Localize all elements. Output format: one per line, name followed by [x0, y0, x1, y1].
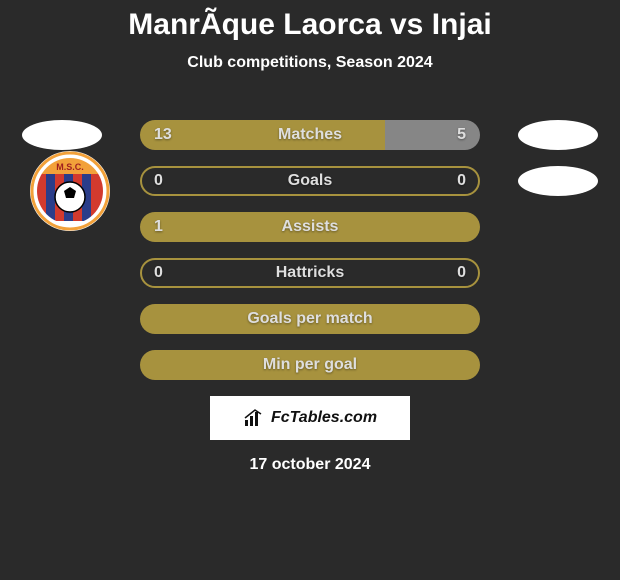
stat-bar: Goals per match	[140, 304, 480, 334]
stat-label: Goals	[140, 166, 480, 196]
stat-row: Goals per match	[0, 296, 620, 342]
stat-value-left: 1	[154, 212, 163, 242]
team-logo-left	[22, 120, 102, 150]
stat-bar: Assists1	[140, 212, 480, 242]
stat-value-left: 0	[154, 166, 163, 196]
stat-label: Goals per match	[140, 304, 480, 334]
footer-date: 17 october 2024	[0, 456, 620, 474]
page-title: ManrÃ­que Laorca vs Injai	[0, 0, 620, 42]
stat-label: Hattricks	[140, 258, 480, 288]
stat-value-left: 0	[154, 258, 163, 288]
branding-badge: FcTables.com	[210, 396, 410, 440]
stat-row: Matches13 5	[0, 112, 620, 158]
stat-row: M.S.C. Goals0 0	[0, 158, 620, 204]
stat-value-right: 0	[457, 166, 466, 196]
stat-row: Hattricks0 0	[0, 250, 620, 296]
stat-value-right: 0	[457, 258, 466, 288]
stat-value-left: 13	[154, 120, 172, 150]
comparison-chart: Matches135 M.S.C. Goals00Assists1Hatt	[0, 112, 620, 388]
team-logo-right	[518, 166, 598, 196]
stat-bar: Min per goal	[140, 350, 480, 380]
stat-label: Matches	[140, 120, 480, 150]
page-subtitle: Club competitions, Season 2024	[0, 54, 620, 72]
team-logo-right	[518, 120, 598, 150]
stat-label: Min per goal	[140, 350, 480, 380]
chart-icon	[243, 408, 267, 428]
svg-text:M.S.C.: M.S.C.	[56, 162, 84, 172]
stat-bar: Hattricks0 0	[140, 258, 480, 288]
stat-row: Assists1	[0, 204, 620, 250]
stat-row: Min per goal	[0, 342, 620, 388]
stat-value-right: 5	[457, 120, 466, 150]
branding-label: FcTables.com	[271, 409, 377, 427]
stat-bar: Goals0 0	[140, 166, 480, 196]
stat-label: Assists	[140, 212, 480, 242]
stat-bar: Matches13 5	[140, 120, 480, 150]
